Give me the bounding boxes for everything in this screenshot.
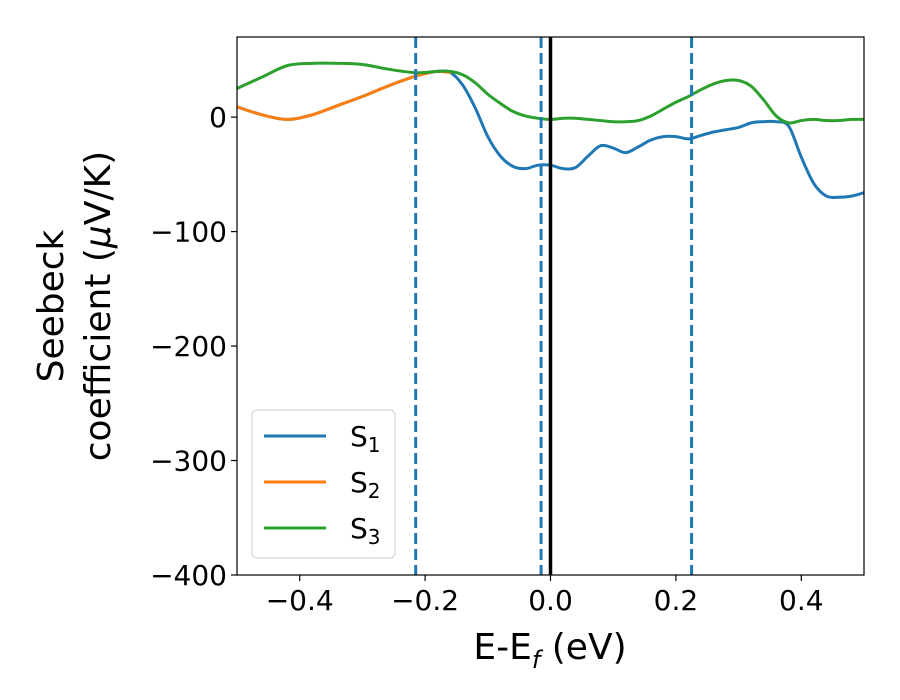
series-line-s2 (237, 69, 452, 121)
series-line-s3 (237, 61, 864, 125)
legend-label-s3: S3 (350, 512, 381, 549)
x-axis-label: E-Ef (eV) (473, 627, 626, 674)
y-axis-label-line2: coefficient (μV/K) (78, 151, 119, 461)
x-tick-label: −0.4 (266, 584, 334, 617)
y-tick-label: −100 (150, 216, 227, 249)
x-tick-label: 0.0 (528, 584, 573, 617)
plot-frame (236, 36, 865, 576)
x-tick-label: 0.4 (779, 584, 824, 617)
legend-box (251, 409, 396, 559)
y-tick-label: −400 (150, 559, 227, 592)
axis-ticks: −0.4 −0.2 0.0 0.2 0.4 0 −100 −200 −300 −400 (150, 101, 823, 617)
y-axis-label-line1: Seebeck (31, 229, 72, 382)
y-tick-label: −300 (150, 445, 227, 478)
plot-area (237, 37, 864, 575)
legend-label-s1: S1 (350, 420, 381, 457)
x-tick-label: 0.2 (654, 584, 699, 617)
legend: S1 S2 S3 (251, 409, 396, 559)
y-tick-label: −200 (150, 330, 227, 363)
y-tick-label: 0 (209, 101, 227, 134)
x-tick-label: −0.2 (391, 584, 459, 617)
legend-label-s2: S2 (350, 466, 381, 503)
